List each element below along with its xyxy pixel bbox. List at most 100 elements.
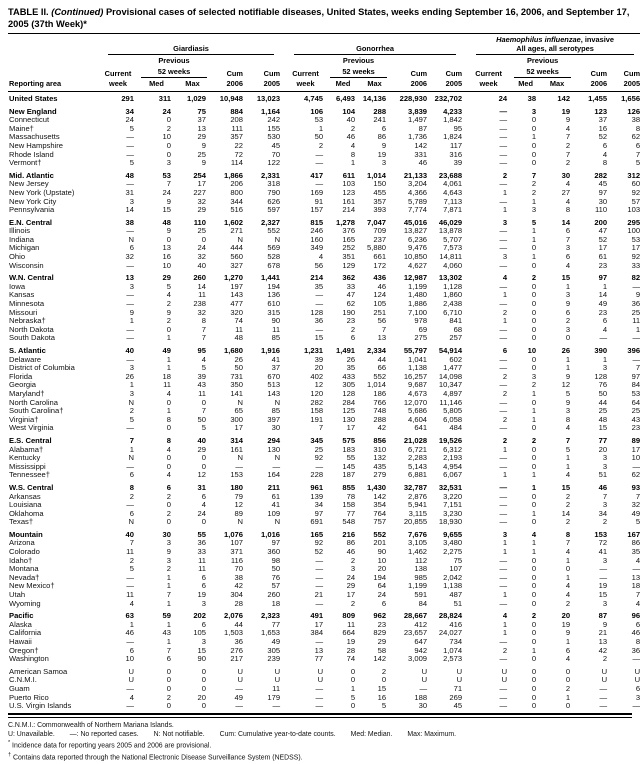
value-cell: 305 [267,645,281,655]
value-cell: 29 [162,273,171,283]
value-cell: 2 [602,517,608,527]
value-cell: — [499,196,508,206]
value-cell: 2 [531,187,537,197]
value-cell: 15 [377,683,387,693]
year-2006-header: 2006 [574,78,612,92]
value-cell: 56 [377,316,387,326]
reporting-area-cell: Guam [9,684,30,693]
value-cell: 444 [230,243,243,253]
value-cell: 116 [230,555,243,565]
value-cell: 2 [565,598,571,608]
table-row: Georgia 1 11 43 350 513 12 305 1,014 9,687 10,347—… [8,381,640,390]
value-cell: 2 [166,692,171,702]
cum-header: Cum [590,68,608,78]
value-cell: 0 [531,299,537,309]
value-cell: 3 [129,196,134,206]
value-cell: 46,029 [438,217,463,227]
group-header-gonorrhea: Gonorrhea [284,34,466,56]
value-cell: 4 [201,354,206,364]
value-cell: 0 [531,115,537,125]
value-cell: 191 [310,414,324,424]
value-cell: 37 [197,115,206,125]
reporting-area-cell: Idaho† [9,556,33,565]
table-row: West Virginia — 0 5 17 30 7 17 42 641 484 — 0 4 15 23 [8,424,640,433]
value-cell: 1 [565,363,571,373]
value-cell: 2 [129,406,134,416]
value-cell: 49 [598,299,608,309]
value-cell: 4 [318,252,324,262]
value-cell: 24 [197,508,206,518]
value-cell: 78 [346,491,356,501]
value-cell: 279 [373,470,387,480]
value-cell: 21,028 [403,435,428,445]
value-cell: 1 [531,388,537,398]
value-cell: — [272,701,281,711]
value-cell: 318 [267,179,281,189]
value-cell: 23 [346,316,356,326]
value-cell: 350 [230,380,243,390]
value-cell: 8 [166,414,171,424]
value-cell: 48 [598,414,608,424]
value-cell: 1 [531,538,537,548]
value-cell: U [501,666,508,676]
value-cell: 575 [342,435,356,445]
value-cell: 1 [502,547,508,557]
value-cell: 5,805 [443,406,463,416]
value-cell: 4 [565,547,571,557]
value-cell: 28 [346,645,356,655]
value-cell: N [237,234,243,244]
value-cell: 7 [166,179,171,189]
value-cell: 1 [602,354,608,364]
value-cell: 74 [346,654,356,664]
value-cell: 0 [201,234,206,244]
value-cell: 1,480 [408,290,428,300]
reporting-area-cell: Missouri [9,308,38,317]
value-cell: 130 [342,414,356,424]
value-cell: 5 [129,158,134,168]
value-cell: 40 [197,435,206,445]
value-cell: 282 [594,170,608,180]
value-cell: 19 [561,619,571,629]
value-cell: 1 [565,453,571,463]
reporting-area-cell: North Carolina [9,398,58,407]
value-cell: 6 [129,243,134,253]
value-cell: 0 [350,666,356,676]
value-cell: 158 [342,500,356,510]
value-cell: 50 [598,388,608,398]
value-cell: 2 [350,324,356,334]
value-cell: N [274,397,281,407]
value-cell: 560 [230,252,243,262]
value-cell: — [126,637,134,646]
value-cell: 183 [342,444,356,454]
value-cell: 9 [166,547,171,557]
value-cell: 38 [234,572,243,582]
value-cell: 20 [561,611,571,621]
week-header: week [98,78,138,92]
value-cell: 18 [271,598,281,608]
value-cell: 4 [565,581,571,591]
value-cell: 2 [531,380,537,390]
value-cell: N [128,234,134,244]
value-cell: 142 [557,93,571,103]
value-cell: 30 [162,529,171,539]
value-cell: 0 [531,581,537,591]
value-cell: 1 [502,444,508,454]
value-cell: 21 [598,628,608,638]
value-cell: 50 [197,414,206,424]
value-cell: 15 [561,482,571,492]
value-cell: 138 [414,564,428,574]
value-cell: 28 [234,598,243,608]
value-cell: — [632,461,640,471]
value-cell: 13,878 [438,226,463,236]
value-cell: 4 [565,590,571,600]
value-cell: — [315,299,324,309]
value-cell: 1,014 [367,170,387,180]
value-cell: 1 [531,547,537,557]
value-cell: — [499,654,508,664]
value-cell: 11 [198,388,206,398]
value-cell: 0 [531,666,537,676]
value-cell: 3,480 [443,538,463,548]
value-cell: 376 [342,226,356,236]
value-cell: 7 [565,435,571,445]
value-cell: — [126,226,134,236]
